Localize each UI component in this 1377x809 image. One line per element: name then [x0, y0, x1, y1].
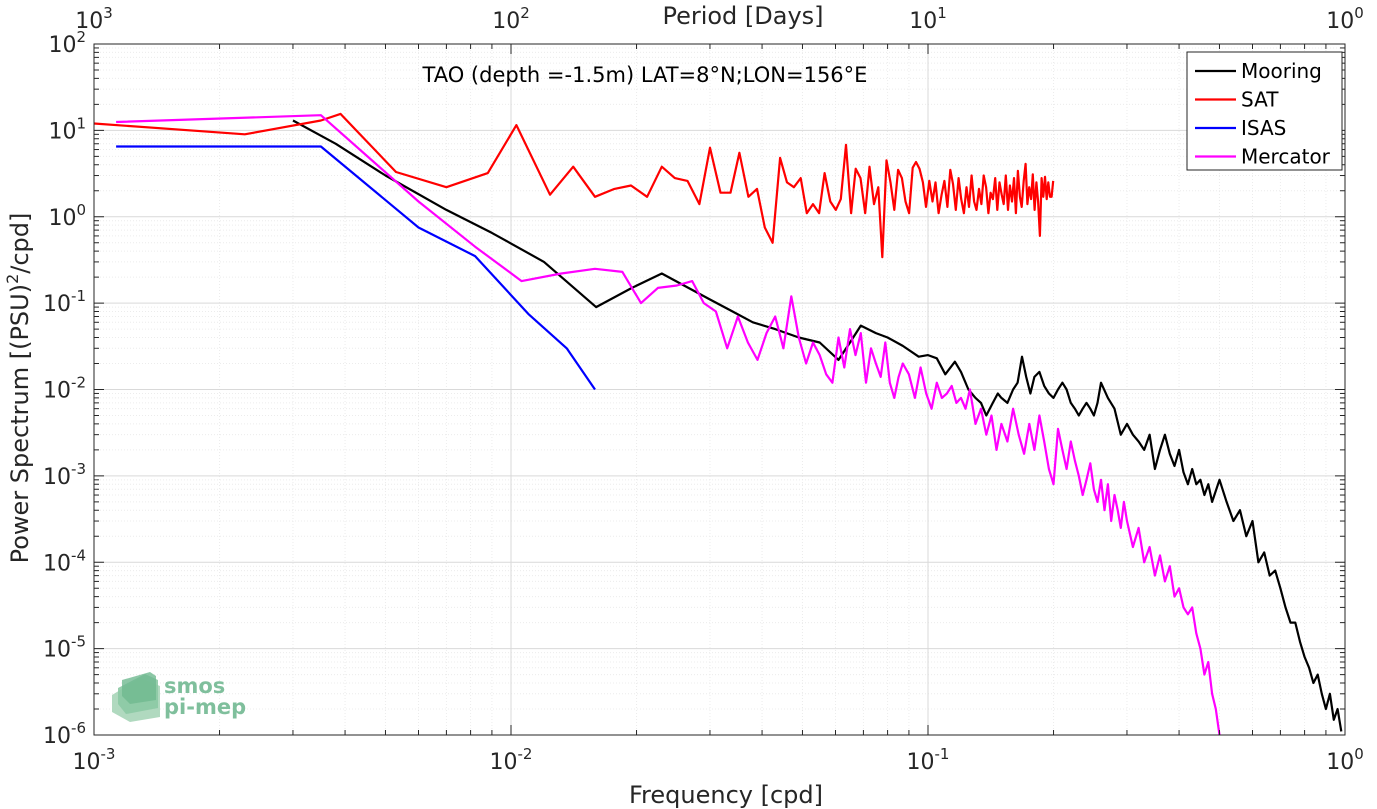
y-tick-label: 10-6 — [43, 719, 86, 749]
y-axis-label-sup: 2 — [3, 274, 22, 284]
x-tick-label: 10-1 — [907, 745, 950, 775]
legend-label-mooring: Mooring — [1241, 59, 1322, 83]
y-tick-label: 10-1 — [43, 287, 86, 317]
series-line-isas — [116, 145, 596, 391]
y-tick-label: 10-4 — [43, 546, 86, 576]
x-tick-label: 10-2 — [490, 745, 533, 775]
y-tick-label: 10-5 — [43, 633, 86, 663]
smos-pi-mep-logo: smos pi-mep — [112, 672, 246, 722]
y-axis-label: Power Spectrum [(PSU)2/cpd] — [3, 213, 34, 564]
top-tick-label: 103 — [75, 4, 113, 34]
top-tick-label: 101 — [909, 4, 947, 34]
logo-text-smos: smos — [164, 674, 225, 698]
series-layer — [93, 112, 1343, 736]
top-axis-label: Period [Days] — [662, 2, 823, 30]
logo-icon — [112, 672, 160, 722]
y-tick-label: 100 — [48, 201, 86, 231]
y-axis-label-tail: /cpd] — [6, 213, 34, 274]
legend-label-sat: SAT — [1241, 88, 1279, 112]
legend-label-isas: ISAS — [1241, 116, 1286, 140]
y-tick-label: 10-3 — [43, 460, 86, 490]
plot-title: TAO (depth =-1.5m) LAT=8°N;LON=156°E — [422, 63, 868, 87]
legend: Mooring SAT ISAS Mercator — [1186, 51, 1343, 171]
series-line-sat — [93, 112, 1055, 259]
tick-marks — [93, 43, 1346, 736]
series-line-mercator — [116, 114, 1221, 736]
x-axis-label: Frequency [cpd] — [629, 781, 823, 809]
top-tick-label: 102 — [492, 4, 530, 34]
y-tick-label: 10-2 — [43, 374, 86, 404]
series-line-mooring — [292, 119, 1343, 732]
x-tick-label: 100 — [1326, 745, 1364, 775]
y-tick-label: 102 — [48, 28, 86, 58]
legend-label-mercator: Mercator — [1241, 145, 1331, 169]
x-tick-label: 10-3 — [73, 745, 116, 775]
top-tick-label: 100 — [1326, 4, 1364, 34]
y-tick-label: 101 — [48, 114, 86, 144]
logo-text-pi-mep: pi-mep — [164, 695, 246, 719]
y-axis-label-main: Power Spectrum [(PSU) — [6, 284, 34, 563]
